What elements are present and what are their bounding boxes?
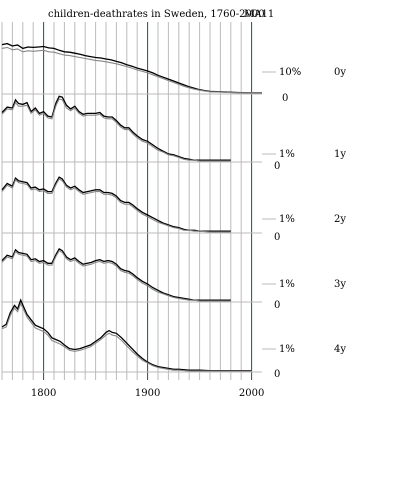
x-tick-labels: 1800 1900 2000 [31, 388, 264, 399]
grid-lines [1, 22, 276, 380]
chart-title: children-deathrates in Sweden, 1760-2000 [48, 9, 265, 20]
scale-label: 1% [279, 149, 295, 160]
series-line-3y-a [1, 248, 231, 301]
zero-label: 0 [274, 161, 280, 172]
x-tick-label: 1800 [31, 388, 56, 399]
series-lines [1, 42, 262, 372]
series-line-4y-b [1, 302, 252, 372]
chart-code: MA11 [244, 9, 274, 20]
x-tick-label: 2000 [239, 388, 264, 399]
series-line-1y-b [1, 98, 231, 162]
series-line-2y-b [1, 178, 231, 233]
series-line-4y-a [1, 298, 252, 372]
zero-label: 0 [274, 300, 280, 311]
panel-name-label: 3y [334, 279, 346, 290]
series-line-2y-a [1, 176, 231, 232]
zero-label: 0 [282, 93, 288, 104]
series-line-0y-b [1, 46, 262, 94]
panel-name-label: 4y [334, 344, 346, 355]
series-line-3y-b [1, 249, 231, 302]
series-line-1y-a [1, 95, 231, 161]
x-tick-label: 1900 [135, 388, 160, 399]
scale-label: 1% [279, 344, 295, 355]
scale-label: 10% [279, 67, 301, 78]
panel-name-label: 2y [334, 214, 346, 225]
series-line-0y-a [1, 42, 262, 94]
panel-name-label: 0y [334, 67, 346, 78]
panel-name-label: 1y [334, 149, 346, 160]
scale-label: 1% [279, 279, 295, 290]
scale-label: 1% [279, 214, 295, 225]
zero-label: 0 [274, 369, 280, 380]
zero-label: 0 [274, 232, 280, 243]
